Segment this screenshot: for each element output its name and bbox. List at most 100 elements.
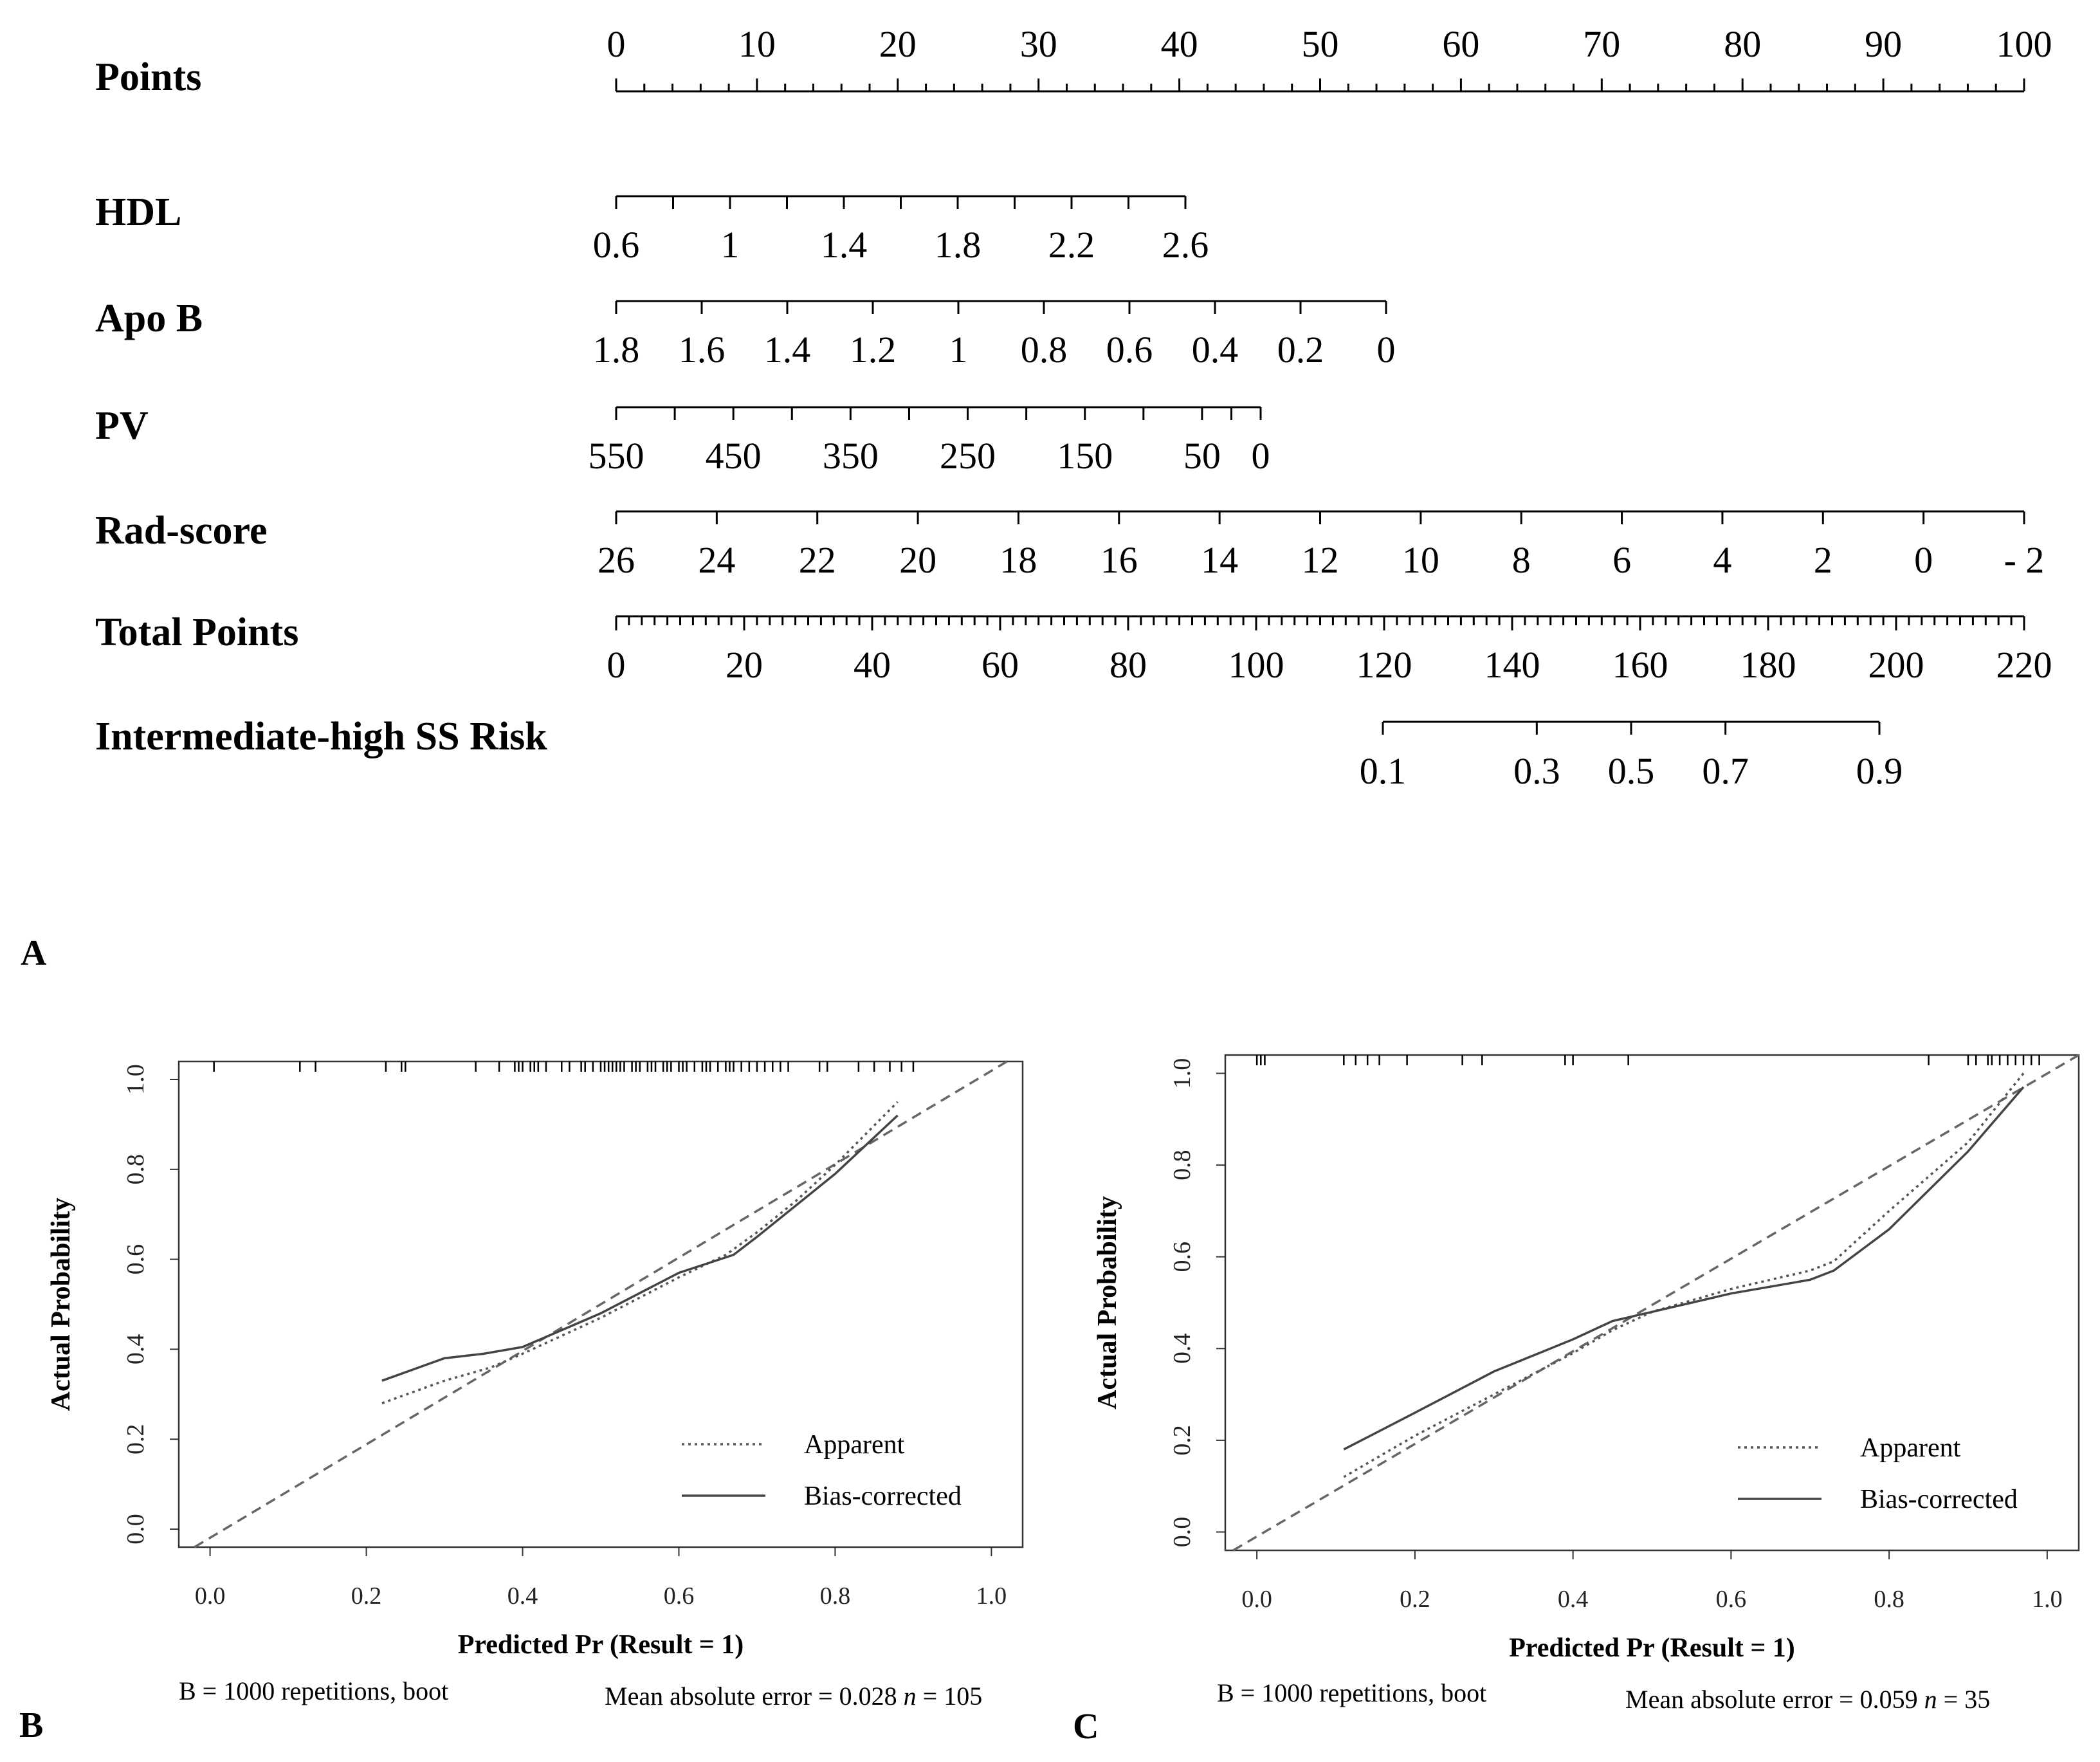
nomogram-tick-label: 12 xyxy=(1302,539,1339,581)
nomogram-tick-label: 0.8 xyxy=(1021,329,1068,371)
nomogram-tick-label: 50 xyxy=(1183,435,1221,477)
nomogram-row-pv: PV 550 450 350 250 150 50 0 xyxy=(95,404,1270,477)
x-tick-label: 0.4 xyxy=(507,1583,538,1610)
x-tick-label: 0.6 xyxy=(664,1583,695,1610)
nomogram-tick-label: 60 xyxy=(1442,23,1479,65)
x-tick-label: 0.4 xyxy=(1558,1586,1589,1613)
nomogram-tick-label: 200 xyxy=(1868,644,1924,686)
nomogram-tick-label: 4 xyxy=(1713,539,1731,581)
nomogram-tick-label: 1.6 xyxy=(679,329,726,371)
nomogram-row-title: Apo B xyxy=(95,297,203,340)
y-axis-title: Actual Probability xyxy=(46,1198,76,1411)
y-tick-label: 1.0 xyxy=(1169,1058,1196,1089)
nomogram-row-title: Intermediate-high SS Risk xyxy=(95,715,547,758)
y-axis-title: Actual Probability xyxy=(1093,1196,1122,1409)
x-axis-title: Predicted Pr (Result = 1) xyxy=(458,1630,744,1660)
series-line-apparent xyxy=(381,1101,899,1404)
series-line-ideal xyxy=(1232,1054,2079,1552)
nomogram-tick-label: 10 xyxy=(738,23,776,65)
nomogram-tick-label: 1.8 xyxy=(593,329,640,371)
footer-n-value: = 105 xyxy=(917,1682,983,1711)
x-tick-label: 0.0 xyxy=(195,1583,226,1610)
nomogram-tick-label: 10 xyxy=(1402,539,1439,581)
footer-n-value: = 35 xyxy=(1937,1685,1991,1714)
nomogram-row-apo-b: Apo B 1.8 1.6 1.4 1.2 1 0.8 0.6 0.4 0.2 0 xyxy=(95,297,1396,371)
nomogram-tick-label: 60 xyxy=(982,644,1019,686)
y-tick-label: 0.6 xyxy=(122,1244,149,1275)
nomogram-tick-label: 0 xyxy=(607,644,626,686)
nomogram-tick-label: 50 xyxy=(1302,23,1339,65)
nomogram-tick-label: 120 xyxy=(1356,644,1412,686)
nomogram-tick-label: 250 xyxy=(940,435,996,477)
panel-letter-c: C xyxy=(1073,1707,1099,1747)
nomogram-tick-label: 0.3 xyxy=(1513,750,1560,792)
y-tick-label: 1.0 xyxy=(122,1064,149,1095)
nomogram-row-title: HDL xyxy=(95,190,181,234)
y-tick-label: 0.4 xyxy=(1169,1334,1196,1364)
nomogram-tick-label: 22 xyxy=(799,539,836,581)
footer-n-symbol: n xyxy=(904,1682,917,1711)
legend-label-apparent: Apparent xyxy=(804,1430,905,1460)
nomogram-tick-label: 150 xyxy=(1057,435,1113,477)
nomogram-tick-label: 1.8 xyxy=(935,224,982,266)
nomogram-tick-label: 160 xyxy=(1612,644,1668,686)
nomogram-row-title: Rad-score xyxy=(95,509,267,553)
series-line-apparent xyxy=(1343,1072,2025,1478)
nomogram-tick-label: 6 xyxy=(1612,539,1631,581)
nomogram-tick-label: 1.2 xyxy=(850,329,897,371)
nomogram-tick-label: 0 xyxy=(1377,329,1396,371)
nomogram-row-title: Total Points xyxy=(95,610,298,654)
nomogram-tick-label: 100 xyxy=(1228,644,1284,686)
nomogram-row-total-points: Total Points 0 20 40 60 80 100 120 140 160 180 200 2… xyxy=(95,610,2052,686)
calibration-panel-b: 0.0 0.2 0.4 0.6 0.8 1.0 0.0 0.2 0.4 0.6 0.8 1.0 Pred… xyxy=(46,1060,1024,1711)
nomogram-tick-label: 8 xyxy=(1512,539,1531,581)
legend-label-bias-corrected: Bias-corrected xyxy=(1860,1485,2018,1514)
nomogram-tick-label: 550 xyxy=(589,435,644,477)
x-axis-title: Predicted Pr (Result = 1) xyxy=(1509,1633,1795,1663)
footer-repetitions: B = 1000 repetitions, boot xyxy=(1217,1678,1486,1707)
footer-repetitions: B = 1000 repetitions, boot xyxy=(179,1676,448,1705)
series-line-bias-corrected xyxy=(381,1114,899,1382)
panel-letter-a: A xyxy=(21,933,47,973)
nomogram-tick-label: 0.6 xyxy=(1106,329,1153,371)
nomogram-tick-label: 0.6 xyxy=(593,224,640,266)
calibration-panel-c: 0.0 0.2 0.4 0.6 0.8 1.0 0.0 0.2 0.4 0.6 0.8 1.0 Pred… xyxy=(1093,1054,2080,1714)
nomogram-tick-label: 20 xyxy=(899,539,936,581)
nomogram-row-intermediate-high-ss-risk: Intermediate-high SS Risk 0.1 0.3 0.5 0.7 0.9 xyxy=(95,715,1903,792)
nomogram-tick-label: 140 xyxy=(1484,644,1540,686)
legend-label-bias-corrected: Bias-corrected xyxy=(804,1482,962,1511)
nomogram-tick-label: 16 xyxy=(1100,539,1138,581)
nomogram-tick-label: 90 xyxy=(1865,23,1902,65)
nomogram-tick-label: 20 xyxy=(726,644,763,686)
x-tick-label: 0.2 xyxy=(351,1583,382,1610)
nomogram-tick-label: 0.9 xyxy=(1856,750,1903,792)
nomogram-tick-label: 0.4 xyxy=(1192,329,1239,371)
nomogram-tick-label: 26 xyxy=(598,539,635,581)
nomogram-tick-label: 350 xyxy=(823,435,879,477)
footer-mae-value: Mean absolute error = 0.028 xyxy=(605,1682,904,1711)
nomogram-tick-label: 1.4 xyxy=(821,224,868,266)
footer-n-symbol: n xyxy=(1924,1685,1937,1714)
nomogram-tick-label: 40 xyxy=(1161,23,1198,65)
nomogram-tick-label: 2.2 xyxy=(1048,224,1095,266)
nomogram-tick-label: 220 xyxy=(1996,644,2052,686)
nomogram-row-hdl: HDL 0.6 1 1.4 1.8 2.2 2.6 xyxy=(95,190,1209,266)
nomogram-tick-label: 0 xyxy=(607,23,626,65)
nomogram-tick-label: 80 xyxy=(1724,23,1761,65)
x-tick-label: 0.0 xyxy=(1241,1586,1272,1613)
series-line-bias-corrected xyxy=(1343,1086,2025,1451)
nomogram-tick-label: 30 xyxy=(1020,23,1057,65)
nomogram-tick-label: 0.7 xyxy=(1702,750,1749,792)
series-line-ideal xyxy=(194,1060,1008,1548)
legend-label-apparent: Apparent xyxy=(1860,1433,1961,1463)
nomogram-row-title: Points xyxy=(95,55,201,99)
nomogram-tick-label: 0 xyxy=(1914,539,1933,581)
y-tick-label: 0.8 xyxy=(122,1154,149,1185)
nomogram-tick-label: 450 xyxy=(706,435,762,477)
nomogram-tick-label: 80 xyxy=(1109,644,1147,686)
y-tick-label: 0.6 xyxy=(1169,1242,1196,1272)
x-tick-label: 0.8 xyxy=(1874,1586,1904,1613)
